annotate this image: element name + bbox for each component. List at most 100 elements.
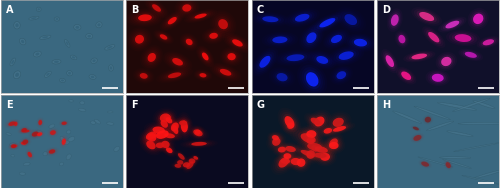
Ellipse shape <box>400 70 413 81</box>
Ellipse shape <box>142 129 161 143</box>
Ellipse shape <box>262 16 278 22</box>
Ellipse shape <box>108 111 113 113</box>
Ellipse shape <box>392 111 422 123</box>
Ellipse shape <box>32 132 38 137</box>
Ellipse shape <box>175 158 186 166</box>
Ellipse shape <box>286 54 304 61</box>
Ellipse shape <box>388 10 402 30</box>
Ellipse shape <box>10 58 16 66</box>
Ellipse shape <box>304 142 324 152</box>
Ellipse shape <box>342 12 359 27</box>
Ellipse shape <box>137 71 150 81</box>
Ellipse shape <box>344 14 357 25</box>
Ellipse shape <box>38 120 42 125</box>
Ellipse shape <box>316 150 334 164</box>
Ellipse shape <box>188 158 196 165</box>
Ellipse shape <box>438 102 476 110</box>
Ellipse shape <box>269 135 283 149</box>
Ellipse shape <box>172 125 178 134</box>
Ellipse shape <box>260 56 270 68</box>
Ellipse shape <box>6 133 11 135</box>
Ellipse shape <box>414 106 451 120</box>
Ellipse shape <box>258 54 272 70</box>
Ellipse shape <box>289 157 302 166</box>
Ellipse shape <box>228 53 235 60</box>
Ellipse shape <box>307 115 324 127</box>
Ellipse shape <box>158 112 172 124</box>
Ellipse shape <box>465 52 477 58</box>
Ellipse shape <box>10 144 19 149</box>
Ellipse shape <box>14 22 20 29</box>
Ellipse shape <box>462 51 479 59</box>
Ellipse shape <box>452 98 490 112</box>
Ellipse shape <box>107 46 112 49</box>
Ellipse shape <box>22 130 30 133</box>
Ellipse shape <box>10 143 17 149</box>
Ellipse shape <box>295 14 310 22</box>
Ellipse shape <box>454 34 471 42</box>
Ellipse shape <box>271 134 280 141</box>
Ellipse shape <box>11 60 14 64</box>
Ellipse shape <box>37 132 43 136</box>
Ellipse shape <box>163 70 186 80</box>
Ellipse shape <box>188 158 196 164</box>
Ellipse shape <box>9 143 18 149</box>
Ellipse shape <box>420 161 430 168</box>
Ellipse shape <box>314 15 341 31</box>
Ellipse shape <box>28 152 32 157</box>
Ellipse shape <box>174 163 182 168</box>
Ellipse shape <box>146 132 158 143</box>
Ellipse shape <box>412 126 420 131</box>
Ellipse shape <box>284 153 292 159</box>
Ellipse shape <box>166 147 172 153</box>
Ellipse shape <box>412 54 427 59</box>
Ellipse shape <box>164 116 173 124</box>
Ellipse shape <box>92 59 96 62</box>
Ellipse shape <box>160 120 168 128</box>
Ellipse shape <box>152 140 168 150</box>
Ellipse shape <box>296 147 320 160</box>
Ellipse shape <box>21 40 24 43</box>
Ellipse shape <box>150 3 162 13</box>
Ellipse shape <box>330 116 346 129</box>
Ellipse shape <box>282 144 300 154</box>
Ellipse shape <box>160 131 178 140</box>
Ellipse shape <box>300 150 315 157</box>
Ellipse shape <box>170 121 180 133</box>
Ellipse shape <box>298 149 318 158</box>
Ellipse shape <box>170 57 185 67</box>
Ellipse shape <box>11 155 15 157</box>
Ellipse shape <box>146 51 158 64</box>
Ellipse shape <box>460 50 481 60</box>
Ellipse shape <box>110 66 112 70</box>
Ellipse shape <box>180 118 189 135</box>
Ellipse shape <box>160 113 174 123</box>
Ellipse shape <box>432 74 444 82</box>
Ellipse shape <box>91 58 97 64</box>
Ellipse shape <box>440 157 471 159</box>
Ellipse shape <box>192 13 209 19</box>
Ellipse shape <box>114 146 119 152</box>
Ellipse shape <box>194 14 206 19</box>
Ellipse shape <box>148 133 156 142</box>
Ellipse shape <box>186 161 194 169</box>
Ellipse shape <box>441 57 452 66</box>
Ellipse shape <box>292 12 312 23</box>
Ellipse shape <box>309 116 322 126</box>
Ellipse shape <box>428 32 440 42</box>
Ellipse shape <box>144 130 160 145</box>
Ellipse shape <box>60 78 66 83</box>
Ellipse shape <box>190 127 206 139</box>
Ellipse shape <box>314 153 326 158</box>
Ellipse shape <box>327 32 346 46</box>
Ellipse shape <box>162 114 172 122</box>
Ellipse shape <box>136 13 154 22</box>
Ellipse shape <box>472 12 485 26</box>
Ellipse shape <box>414 9 440 24</box>
Ellipse shape <box>216 67 236 78</box>
Ellipse shape <box>304 30 318 45</box>
Ellipse shape <box>447 131 473 136</box>
Ellipse shape <box>180 3 193 13</box>
Ellipse shape <box>152 4 161 12</box>
Ellipse shape <box>186 157 198 166</box>
